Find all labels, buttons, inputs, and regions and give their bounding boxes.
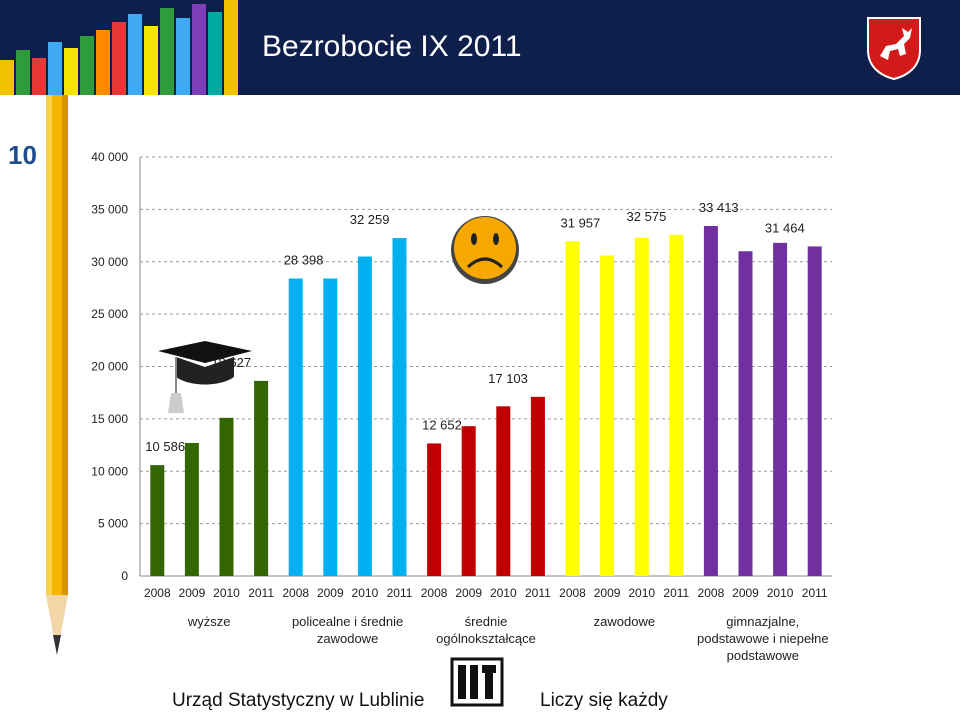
x-tick-label: 2010 bbox=[628, 586, 655, 600]
category-label: policealne i średnie bbox=[292, 614, 403, 629]
x-tick-label: 2008 bbox=[282, 586, 309, 600]
y-tick-label: 10 000 bbox=[91, 464, 128, 478]
y-tick-label: 40 000 bbox=[91, 150, 128, 164]
data-label: 28 398 bbox=[284, 253, 324, 268]
bar bbox=[427, 443, 442, 576]
data-label: 31 464 bbox=[765, 220, 805, 235]
bar bbox=[288, 278, 303, 576]
bar bbox=[530, 396, 545, 576]
category-label: średnie bbox=[465, 614, 508, 629]
bar bbox=[738, 251, 753, 576]
category-label: wyższe bbox=[187, 614, 231, 629]
x-tick-label: 2009 bbox=[594, 586, 621, 600]
data-label: 10 586 bbox=[145, 439, 185, 454]
pencil-decoration bbox=[46, 95, 68, 655]
page-title: Bezrobocie IX 2011 bbox=[262, 30, 522, 63]
y-tick-label: 15 000 bbox=[91, 412, 128, 426]
header-bar: Bezrobocie IX 2011 bbox=[0, 0, 960, 95]
pencils-decoration bbox=[0, 0, 238, 95]
bar bbox=[323, 278, 338, 576]
x-tick-label: 2009 bbox=[455, 586, 482, 600]
graduation-cap-icon bbox=[158, 341, 252, 413]
ustat-logo-icon bbox=[450, 657, 504, 707]
x-tick-label: 2010 bbox=[490, 586, 517, 600]
bar bbox=[600, 255, 615, 576]
category-label: gimnazjalne, bbox=[726, 614, 799, 629]
x-tick-label: 2011 bbox=[248, 586, 274, 600]
x-tick-label: 2010 bbox=[352, 586, 379, 600]
y-tick-label: 0 bbox=[121, 569, 128, 583]
x-tick-label: 2011 bbox=[525, 586, 551, 600]
x-tick-label: 2008 bbox=[559, 586, 586, 600]
bar bbox=[773, 242, 788, 576]
data-label: 31 957 bbox=[561, 215, 601, 230]
bar bbox=[496, 406, 511, 576]
y-tick-label: 25 000 bbox=[91, 307, 128, 321]
data-label: 33 413 bbox=[699, 200, 739, 215]
sad-face-icon bbox=[451, 216, 519, 284]
voivodeship-crest-icon bbox=[867, 17, 921, 80]
bar bbox=[357, 256, 372, 576]
data-label: 12 652 bbox=[422, 417, 462, 432]
x-tick-label: 2008 bbox=[144, 586, 171, 600]
y-tick-label: 30 000 bbox=[91, 255, 128, 269]
slide-number: 10 bbox=[8, 140, 37, 170]
bar-chart: 0 5 000 10 000 15 000 20 000 25 000 30 000 35 0… bbox=[91, 150, 832, 663]
bar bbox=[184, 442, 199, 576]
data-label: 32 575 bbox=[627, 209, 667, 224]
bar bbox=[254, 380, 269, 576]
x-tick-label: 2011 bbox=[387, 586, 413, 600]
x-tick-label: 2008 bbox=[421, 586, 448, 600]
x-tick-label: 2009 bbox=[179, 586, 206, 600]
x-tick-label: 2010 bbox=[213, 586, 240, 600]
data-label: 32 259 bbox=[350, 212, 390, 227]
category-label: podstawowe i niepełne bbox=[697, 631, 829, 646]
bar bbox=[461, 426, 476, 576]
bar bbox=[565, 241, 580, 576]
x-tick-label: 2009 bbox=[317, 586, 344, 600]
category-label: ogólnokształcące bbox=[436, 631, 536, 646]
bar bbox=[150, 465, 165, 576]
bar bbox=[807, 246, 822, 576]
footer-slogan: Liczy się każdy bbox=[540, 690, 668, 711]
footer-institution: Urząd Statystyczny w Lublinie bbox=[172, 690, 425, 711]
category-label: podstawowe bbox=[727, 648, 799, 663]
x-tick-label: 2011 bbox=[802, 586, 828, 600]
bar bbox=[669, 234, 684, 577]
x-tick-label: 2009 bbox=[732, 586, 759, 600]
bar bbox=[703, 225, 718, 576]
x-tick-label: 2010 bbox=[767, 586, 794, 600]
data-label: 17 103 bbox=[488, 371, 528, 386]
y-tick-label: 5 000 bbox=[98, 517, 128, 531]
bar bbox=[634, 237, 649, 576]
category-label: zawodowe bbox=[317, 631, 378, 646]
chart-axes: 0 5 000 10 000 15 000 20 000 25 000 30 000 35 0… bbox=[91, 150, 832, 600]
bar bbox=[392, 238, 407, 576]
category-label: zawodowe bbox=[594, 614, 655, 629]
chart-bars bbox=[150, 225, 822, 577]
y-tick-label: 35 000 bbox=[91, 202, 128, 216]
bar bbox=[219, 417, 234, 576]
x-tick-label: 2008 bbox=[698, 586, 725, 600]
y-tick-label: 20 000 bbox=[91, 360, 128, 374]
x-tick-label: 2011 bbox=[663, 586, 689, 600]
